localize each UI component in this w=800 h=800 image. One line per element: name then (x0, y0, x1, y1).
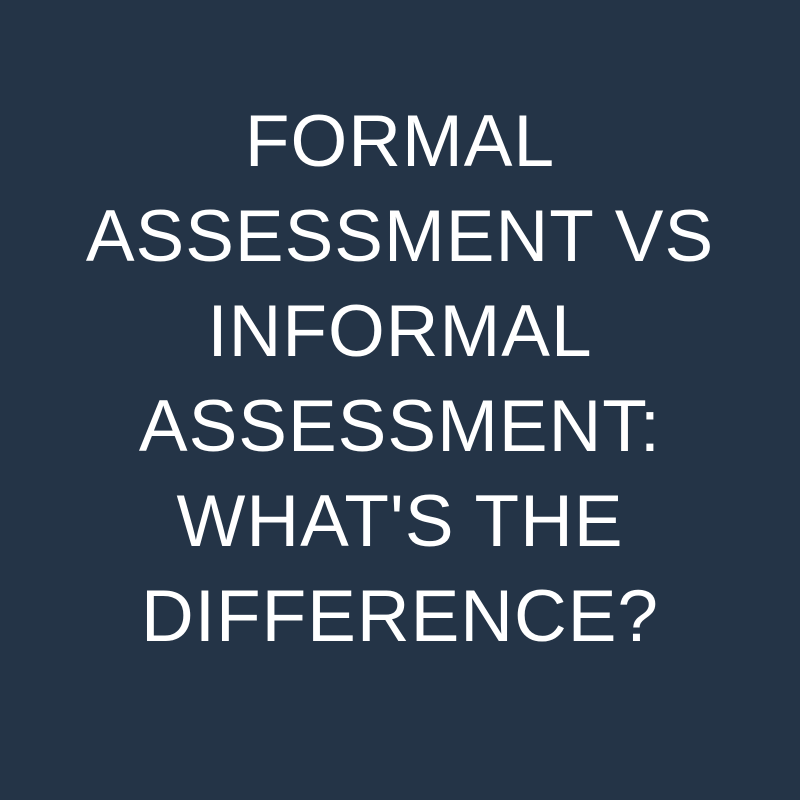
page-title: FORMAL ASSESSMENT VS INFORMAL ASSESSMENT… (30, 95, 770, 664)
title-container: FORMAL ASSESSMENT VS INFORMAL ASSESSMENT… (0, 95, 800, 664)
